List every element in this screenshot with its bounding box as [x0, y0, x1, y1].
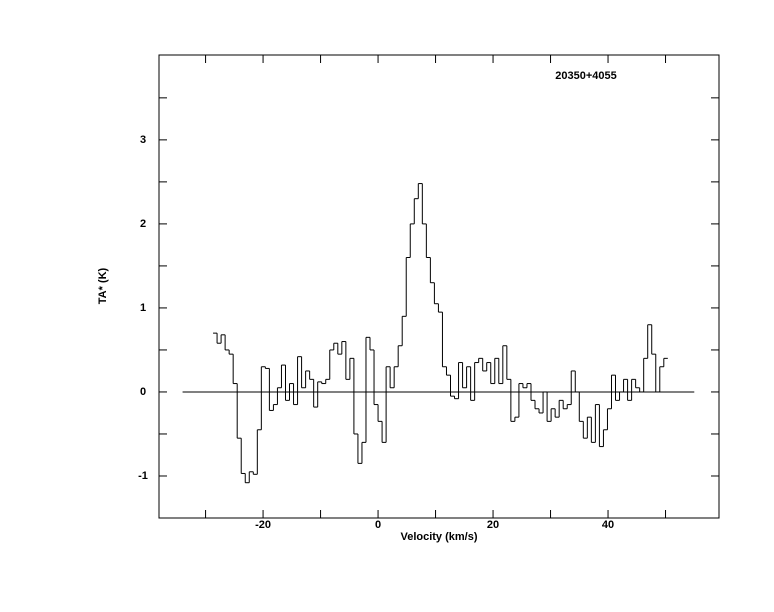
y-tick-label: 3 — [140, 134, 146, 146]
x-tick-label: -20 — [255, 519, 271, 531]
x-tick-label: 20 — [487, 519, 499, 531]
x-tick-label: 40 — [602, 519, 614, 531]
y-axis-label: TA* (K) — [97, 267, 109, 304]
plot-frame — [158, 54, 720, 519]
x-tick-label: 0 — [375, 519, 381, 531]
x-axis-label: Velocity (km/s) — [400, 531, 477, 543]
y-tick-label: 2 — [140, 218, 146, 230]
chart-title: 20350+4055 — [555, 70, 616, 82]
y-tick-label: 1 — [140, 302, 146, 314]
y-tick-label: -1 — [138, 470, 148, 482]
y-tick-label: 0 — [140, 386, 146, 398]
